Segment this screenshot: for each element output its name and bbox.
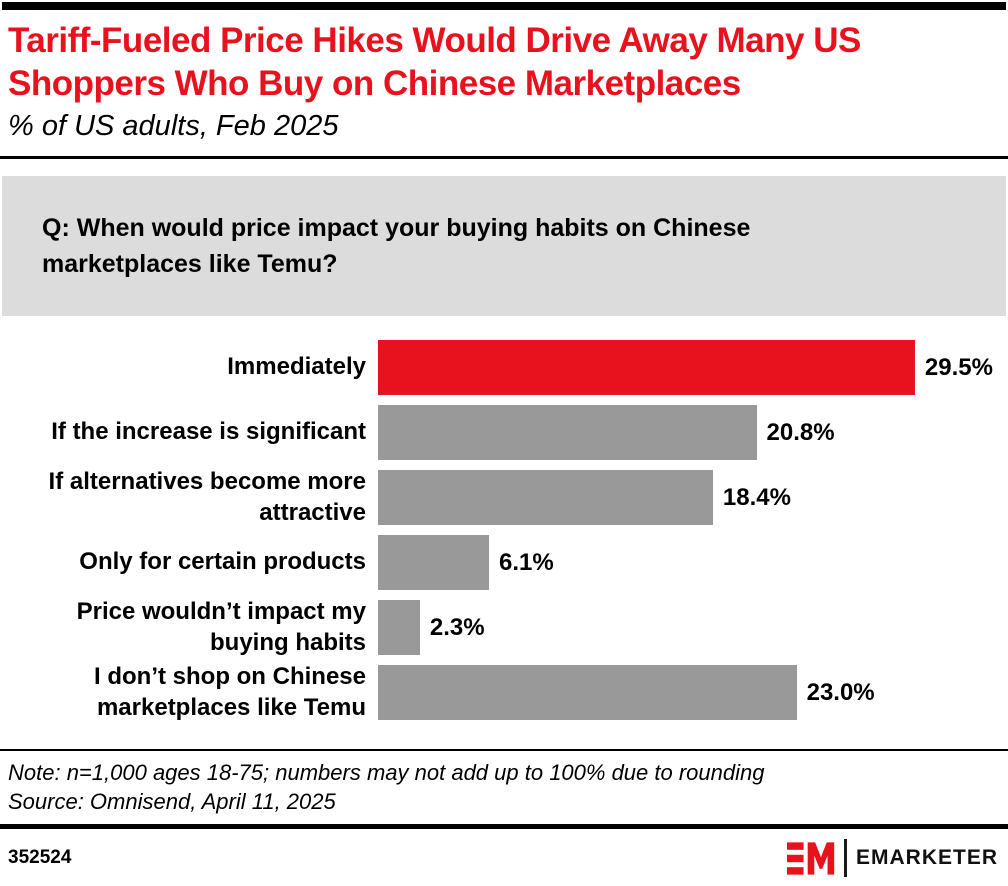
chart-id: 352524 bbox=[8, 847, 72, 869]
bar-area: 23.0% bbox=[378, 665, 1008, 721]
bar-area: 20.8% bbox=[378, 405, 1008, 461]
chart-title: Tariff-Fueled Price Hikes Would Drive Aw… bbox=[8, 21, 861, 103]
bar bbox=[378, 405, 757, 461]
bar bbox=[378, 470, 713, 526]
bar-area: 2.3% bbox=[378, 600, 1008, 656]
bar-chart: Immediately 29.5% If the increase is sig… bbox=[0, 335, 1008, 725]
value-label: 23.0% bbox=[806, 678, 875, 706]
bar-area: 18.4% bbox=[378, 470, 1008, 526]
survey-question: Q: When would price impact your buying h… bbox=[42, 214, 751, 279]
bar bbox=[378, 535, 490, 591]
category-label: If the increase is significant bbox=[51, 418, 366, 446]
footnotes: Note: n=1,000 ages 18-75; numbers may no… bbox=[0, 751, 1008, 824]
footer-divider bbox=[0, 824, 1008, 830]
bar-row: Price wouldn’t impact my buying habits 2… bbox=[0, 595, 1008, 660]
value-label: 29.5% bbox=[924, 353, 993, 381]
category-label: Only for certain products bbox=[79, 548, 366, 576]
emarketer-logo: EMARKETER bbox=[786, 839, 998, 878]
emarketer-wordmark: EMARKETER bbox=[855, 846, 998, 870]
value-label: 2.3% bbox=[429, 613, 485, 641]
note-text: Note: n=1,000 ages 18-75; numbers may no… bbox=[8, 760, 765, 786]
header-divider bbox=[0, 156, 1008, 160]
header: Tariff-Fueled Price Hikes Would Drive Aw… bbox=[0, 10, 1008, 144]
bar-row: If the increase is significant 20.8% bbox=[0, 400, 1008, 465]
bar bbox=[378, 340, 915, 396]
value-label: 18.4% bbox=[722, 483, 791, 511]
top-accent-bar bbox=[2, 2, 1006, 10]
bar-row: Only for certain products 6.1% bbox=[0, 530, 1008, 595]
category-label: Price wouldn’t impact my buying habits bbox=[76, 597, 366, 656]
bar bbox=[378, 665, 797, 721]
value-label: 6.1% bbox=[499, 548, 554, 576]
chart-subtitle: % of US adults, Feb 2025 bbox=[8, 110, 339, 143]
footer: 352524 EMARKETER bbox=[0, 829, 1008, 878]
category-label: I don’t shop on Chinese marketplaces lik… bbox=[94, 662, 366, 721]
bar-row: If alternatives become more attractive 1… bbox=[0, 465, 1008, 530]
category-label: If alternatives become more attractive bbox=[48, 467, 366, 526]
category-label: Immediately bbox=[227, 353, 366, 381]
bar-area: 6.1% bbox=[378, 535, 1008, 591]
bar-row: I don’t shop on Chinese marketplaces lik… bbox=[0, 660, 1008, 725]
question-box: Q: When would price impact your buying h… bbox=[2, 176, 1006, 317]
emarketer-logo-icon bbox=[786, 842, 835, 875]
bar-row: Immediately 29.5% bbox=[0, 335, 1008, 400]
value-label: 20.8% bbox=[766, 418, 835, 446]
bar bbox=[378, 600, 420, 656]
bar-area: 29.5% bbox=[378, 340, 1008, 396]
footnote-divider bbox=[0, 749, 1008, 752]
logo-divider-bar bbox=[843, 839, 847, 878]
source-text: Source: Omnisend, April 11, 2025 bbox=[8, 789, 336, 815]
